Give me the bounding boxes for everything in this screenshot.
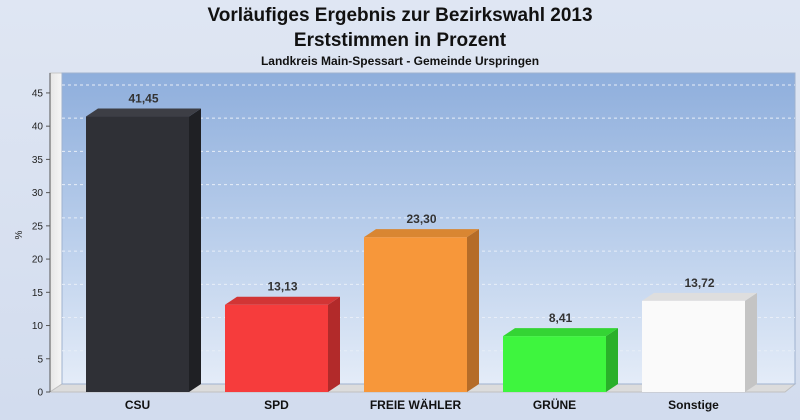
category-label: CSU — [125, 398, 150, 412]
bar-grüne — [503, 328, 618, 392]
y-axis-label: % — [14, 230, 25, 239]
chart-title: Vorläufiges Ergebnis zur Bezirkswahl 201… — [207, 5, 592, 26]
bar-freie-wähler — [364, 229, 479, 392]
bar-sonstige — [642, 292, 757, 392]
category-label: SPD — [264, 398, 289, 412]
bar-spd — [225, 296, 340, 392]
bar-csu — [86, 108, 201, 392]
y-tick-label: 0 — [37, 388, 43, 399]
chart-subtitle: Erststimmen in Prozent — [294, 30, 507, 51]
bars: 41,45 13,13 23,30 8,41 13,72 — [86, 92, 757, 392]
category-label: Sonstige — [668, 398, 719, 412]
x-axis: CSU SPD FREIE WÄHLER GRÜNE Sonstige — [125, 397, 719, 412]
y-tick-label: 10 — [32, 321, 44, 332]
y-tick-label: 5 — [37, 354, 43, 365]
y-tick-label: 15 — [32, 288, 44, 299]
plot-side-wall — [49, 72, 63, 393]
value-label: 13,13 — [267, 280, 297, 294]
y-tick-label: 35 — [32, 155, 44, 166]
value-label: 8,41 — [549, 311, 573, 325]
value-label: 23,30 — [406, 212, 436, 226]
y-tick-label: 20 — [32, 255, 44, 266]
y-tick-label: 25 — [32, 221, 44, 232]
y-tick-label: 30 — [32, 188, 44, 199]
y-tick-label: 45 — [32, 88, 44, 99]
y-tick-label: 40 — [32, 122, 44, 133]
category-label: GRÜNE — [533, 397, 576, 412]
category-label: FREIE WÄHLER — [370, 397, 462, 412]
value-label: 13,72 — [684, 276, 714, 290]
value-label: 41,45 — [128, 92, 158, 106]
chart-subsubtitle: Landkreis Main-Spessart - Gemeinde Urspr… — [261, 54, 539, 68]
y-axis: 0 5 10 15 20 25 30 35 40 45 — [32, 73, 51, 399]
